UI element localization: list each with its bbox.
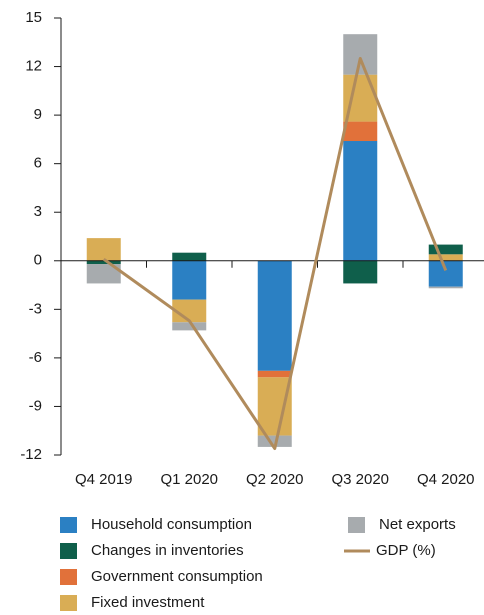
bar-segment (86, 264, 121, 284)
legend-swatch (60, 595, 77, 611)
bar-segment (257, 377, 292, 436)
y-tick-label: 12 (25, 58, 42, 75)
legend-swatch (60, 569, 77, 585)
gdp-line (102, 56, 448, 451)
legend-swatch (348, 517, 365, 533)
x-tick-label: Q4 2020 (417, 471, 475, 488)
bar-segment (172, 260, 207, 300)
bar-segment (257, 260, 292, 371)
y-tick-label: -6 (29, 349, 42, 366)
bar-segment (343, 34, 378, 75)
bar-segment (257, 370, 292, 378)
x-tick-label: Q3 2020 (331, 471, 389, 488)
y-tick-label: 9 (34, 106, 42, 123)
legend-label: Net exports (379, 516, 456, 533)
y-tick-label: 3 (34, 203, 42, 220)
legend-swatch (60, 543, 77, 559)
legend-label: GDP (%) (376, 542, 436, 559)
bar-segment (428, 254, 463, 261)
legend-label: Household consumption (91, 516, 252, 533)
x-tick-label: Q4 2019 (75, 471, 133, 488)
bar-segment (86, 260, 121, 265)
y-tick-label: -9 (29, 397, 42, 414)
legend-label: Fixed investment (91, 594, 205, 611)
legend-swatch (60, 517, 77, 533)
bar-segment (343, 260, 378, 284)
x-tick-label: Q1 2020 (160, 471, 218, 488)
y-tick-label: 15 (25, 9, 42, 26)
y-tick-label: -12 (20, 446, 42, 463)
bar-segment (343, 141, 378, 261)
y-tick-label: -3 (29, 300, 42, 317)
bar-segment (257, 435, 292, 447)
bar-segment (343, 121, 378, 142)
legend-label: Changes in inventories (91, 542, 244, 559)
bar-segment (428, 260, 463, 287)
bar-segment (428, 244, 463, 255)
y-tick-label: 0 (34, 252, 42, 269)
bar-segment (86, 238, 121, 261)
bar-segment (172, 299, 207, 323)
y-tick-label: 6 (34, 155, 42, 172)
bar-segment (172, 252, 207, 261)
bar-segment (172, 322, 207, 331)
legend-label: Government consumption (91, 568, 263, 585)
bar-segment (428, 286, 463, 289)
x-tick-label: Q2 2020 (246, 471, 304, 488)
